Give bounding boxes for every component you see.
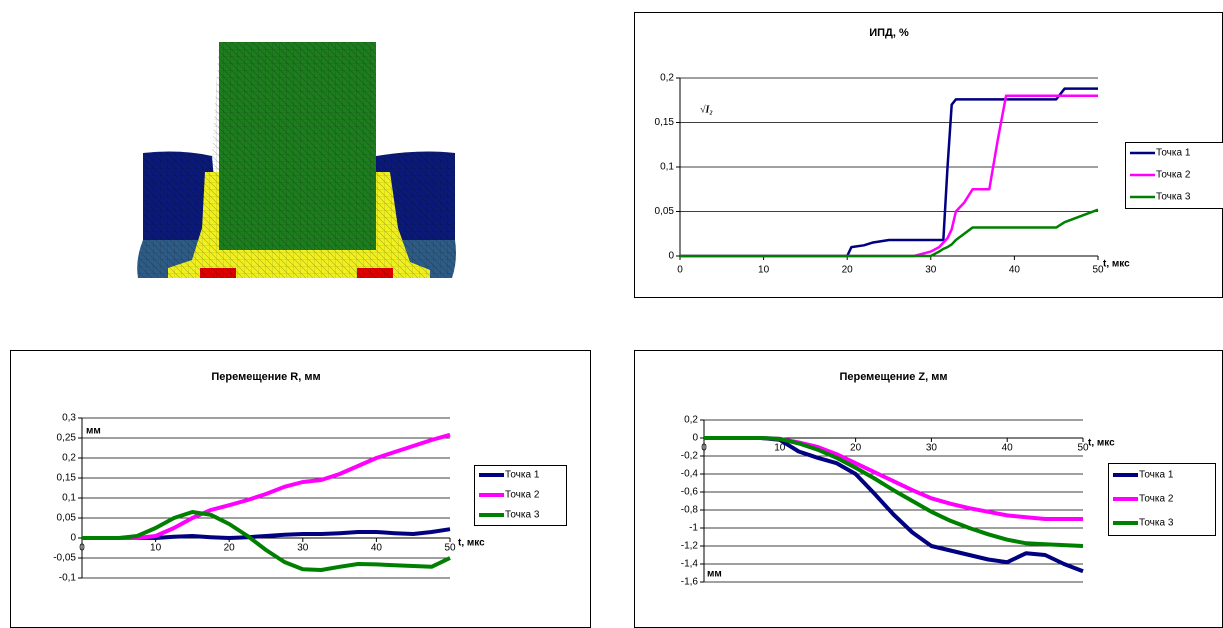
y-tick-label: -0,1 [59, 573, 77, 584]
legend-label: Точка 2 [505, 490, 540, 501]
screen: ИПД, %00,050,10,150,201020304050t, мкс√I… [0, 0, 1223, 628]
page: ИПД, %00,050,10,150,201020304050t, мкс√I… [0, 0, 1223, 628]
y-tick-label: -1,6 [681, 577, 699, 588]
y-tick-label: 0,2 [62, 453, 76, 464]
y-tick-label: 0,15 [57, 473, 77, 484]
y-tick-label: -0,4 [681, 469, 699, 480]
legend-label: Точка 1 [1156, 148, 1191, 159]
y-tick-label: -0,6 [681, 487, 699, 498]
chart-title: Перемещение R, мм [211, 371, 320, 383]
y-tick-label: 0,2 [684, 415, 698, 426]
y-axis-label: мм [707, 569, 722, 580]
legend-label: Точка 3 [1156, 192, 1191, 203]
y-tick-label: -1,4 [681, 559, 699, 570]
legend: Точка 1 Точка 2 Точка 3 [1109, 464, 1216, 536]
legend-label: Точка 3 [505, 510, 540, 521]
legend-label: Точка 3 [1139, 518, 1174, 529]
y-tick-label: -1 [689, 523, 698, 534]
chart: Перемещение Z, мм -1,6 -1,4 -1,2 -1 -0,8 -0,6 -… [635, 351, 1223, 628]
x-tick-label: 30 [926, 443, 938, 454]
x-tick-label: 40 [1002, 443, 1014, 454]
y-tick-label: -0,8 [681, 505, 699, 516]
x-axis-label: t, мкс [1103, 259, 1130, 270]
x-tick-label: 20 [224, 543, 236, 554]
chart-title: ИПД, % [869, 27, 909, 39]
legend: Точка 1 Точка 2 Точка 3 [1126, 143, 1223, 209]
x-tick-label: 0 [79, 543, 85, 554]
y-tick-label: 0,1 [62, 493, 76, 504]
x-axis-label: t, мкс [1088, 438, 1115, 449]
chart-title: Перемещение Z, мм [839, 371, 947, 383]
x-tick-label: 10 [758, 265, 770, 276]
y-tick-label: -0,2 [681, 451, 699, 462]
x-tick-label: 40 [371, 543, 383, 554]
y-tick-label: 0,3 [62, 413, 76, 424]
x-tick-label: 0 [701, 443, 707, 454]
x-axis-label: t, мкс [458, 538, 485, 549]
mesh-image [137, 42, 456, 278]
y-tick-label: 0,25 [57, 433, 77, 444]
x-tick-label: 0 [677, 265, 683, 276]
mesh-lines [137, 42, 456, 278]
annotation: √I₂ [700, 104, 713, 115]
x-tick-label: 10 [150, 543, 162, 554]
x-tick-label: 50 [444, 543, 456, 554]
legend-label: Точка 1 [505, 470, 540, 481]
x-tick-label: 30 [925, 265, 937, 276]
legend-label: Точка 2 [1156, 170, 1191, 181]
y-tick-label: 0,05 [655, 206, 675, 217]
y-tick-label: 0 [70, 533, 76, 544]
legend-label: Точка 2 [1139, 494, 1174, 505]
y-tick-label: 0,15 [655, 117, 675, 128]
legend-label: Точка 1 [1139, 470, 1174, 481]
y-tick-label: 0 [692, 433, 698, 444]
y-tick-label: -1,2 [681, 541, 699, 552]
y-tick-label: -0,05 [53, 553, 76, 564]
y-tick-label: 0 [668, 251, 674, 262]
y-tick-label: 0,05 [57, 513, 77, 524]
x-tick-label: 40 [1009, 265, 1021, 276]
x-tick-label: 20 [850, 443, 862, 454]
y-tick-label: 0,2 [660, 73, 674, 84]
legend: Точка 1 Точка 2 Точка 3 [475, 466, 567, 526]
x-tick-label: 20 [842, 265, 854, 276]
y-axis-label: мм [86, 426, 101, 437]
y-tick-label: 0,1 [660, 162, 674, 173]
x-tick-label: 30 [297, 543, 309, 554]
chart: Перемещение R, мм-0,1-0,0500,050,10,150,… [11, 351, 591, 628]
